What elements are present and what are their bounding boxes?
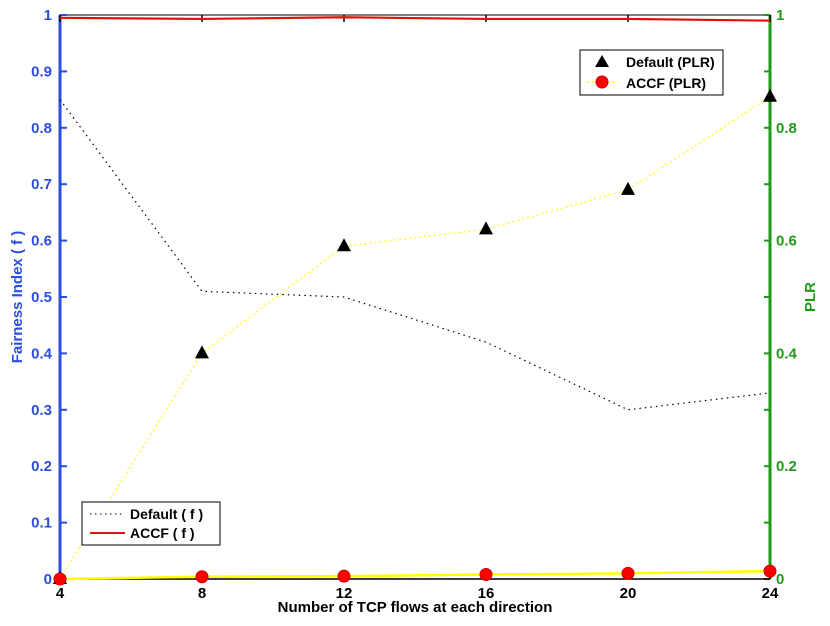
left-y-tick-label: 0.1 xyxy=(31,515,52,532)
left-y-tick-label: 0.5 xyxy=(31,289,52,306)
data-point-triangle xyxy=(763,88,777,102)
left-y-tick-label: 0.8 xyxy=(31,120,52,137)
x-tick-label: 24 xyxy=(762,585,779,602)
data-point-triangle xyxy=(337,238,351,252)
left-y-tick-label: 0.3 xyxy=(31,402,52,419)
left-y-tick-label: 0.6 xyxy=(31,233,52,250)
right-y-tick-label: 1 xyxy=(776,7,784,24)
data-point-circle xyxy=(195,570,209,584)
x-tick-label: 12 xyxy=(336,585,353,602)
data-point-circle xyxy=(337,569,351,583)
left-y-tick-label: 0.7 xyxy=(31,176,52,193)
x-tick-label: 16 xyxy=(478,585,495,602)
data-point-circle xyxy=(53,572,67,586)
right-y-tick-label: 0.2 xyxy=(776,458,797,475)
left-y-tick-label: 0 xyxy=(44,571,52,588)
legend-fairness-box xyxy=(81,501,221,546)
right-y-tick-label: 0.6 xyxy=(776,233,797,250)
series-line-2 xyxy=(59,96,771,580)
plot-area xyxy=(59,14,771,580)
left-y-tick-label: 0.9 xyxy=(31,63,52,80)
data-point-triangle xyxy=(195,345,209,359)
series-line-3 xyxy=(59,569,771,581)
legend-plr: Default (PLR) ACCF (PLR) xyxy=(579,49,724,96)
series-layer xyxy=(59,16,771,581)
right-y-tick-label: 0.8 xyxy=(776,120,797,137)
legend-default-f-label: Default ( f ) xyxy=(130,506,203,522)
data-point-triangle xyxy=(621,181,635,195)
left-y-axis-title: Fairness Index ( f ) xyxy=(9,231,26,364)
legend-accf-plr-marker xyxy=(595,75,609,89)
left-y-tick-label: 1 xyxy=(44,7,52,24)
left-y-tick-label: 0.2 xyxy=(31,458,52,475)
x-tick-label: 20 xyxy=(620,585,637,602)
right-y-axis-title: PLR xyxy=(802,282,819,312)
right-y-tick-label: 0 xyxy=(776,571,784,588)
x-tick-label: 4 xyxy=(56,585,65,602)
legend-default-plr-marker xyxy=(595,55,609,67)
axes: 0 0.1 0.2 0.3 0.4 0.5 0.6 0.7 0.8 0.9 1 0 0.2 0.4 0.6 0… xyxy=(31,7,797,602)
legend-accf-f-label: ACCF ( f ) xyxy=(130,525,195,541)
data-point-triangle xyxy=(479,221,493,235)
markers-layer xyxy=(53,88,777,586)
series-line-0 xyxy=(59,99,771,411)
legend-default-plr-label: Default (PLR) xyxy=(626,54,715,70)
series-line-1 xyxy=(59,16,771,22)
data-point-circle xyxy=(763,564,777,578)
x-axis-title: Number of TCP flows at each direction xyxy=(278,599,553,616)
right-y-tick-label: 0.4 xyxy=(776,345,798,362)
data-point-circle xyxy=(479,567,493,581)
left-y-tick-label: 0.4 xyxy=(31,345,53,362)
legend-accf-plr-label: ACCF (PLR) xyxy=(626,75,706,91)
legend-fairness: Default ( f ) ACCF ( f ) xyxy=(81,501,221,546)
data-point-circle xyxy=(621,566,635,580)
x-tick-label: 8 xyxy=(198,585,206,602)
